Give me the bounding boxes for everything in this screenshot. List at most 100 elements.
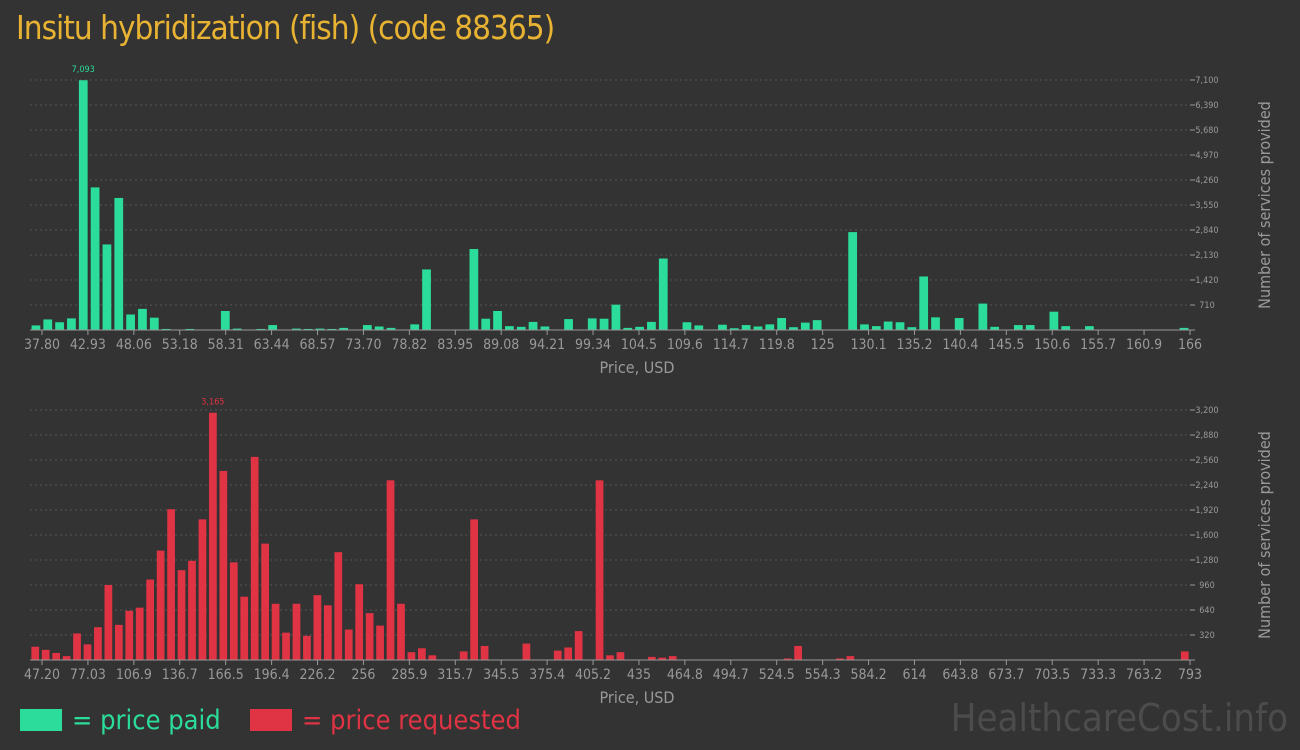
paid-bar <box>931 317 940 330</box>
paid-xtick-label: 63.44 <box>254 337 290 353</box>
requested-xtick-label: 375.4 <box>529 667 565 683</box>
paid-bar <box>789 327 798 330</box>
requested-bar <box>261 543 270 660</box>
paid-bar <box>895 322 905 330</box>
paid-bar <box>812 320 822 330</box>
paid-bar <box>422 269 431 330</box>
requested-bar <box>313 595 322 660</box>
paid-bar <box>635 326 644 330</box>
paid-xtick-label: 89.08 <box>483 337 519 353</box>
paid-bar <box>374 326 384 330</box>
paid-bar <box>161 328 171 330</box>
paid-xtick-label: 160.9 <box>1126 337 1162 353</box>
paid-bar <box>31 325 41 330</box>
requested-xtick-label: 196.4 <box>254 667 290 683</box>
requested-ytick-label: 320 <box>1199 631 1214 641</box>
requested-bar <box>125 610 134 660</box>
requested-xtick-label: 315.7 <box>437 667 473 683</box>
paid-bar <box>658 258 668 330</box>
paid-ytick-label: 7,100 <box>1195 76 1218 86</box>
requested-bar <box>52 652 60 660</box>
requested-bar <box>344 629 353 660</box>
paid-xtick-label: 119.8 <box>759 337 795 353</box>
requested-bar <box>783 658 792 660</box>
paid-bar <box>516 326 526 330</box>
paid-bar <box>185 328 195 330</box>
paid-bar <box>232 328 242 330</box>
paid-ytick-label: 710 <box>1199 301 1214 311</box>
paid-bar <box>919 276 929 330</box>
requested-bar <box>595 480 604 660</box>
paid-bar <box>694 325 704 330</box>
requested-bar <box>146 579 155 660</box>
requested-bar <box>407 652 416 660</box>
paid-xtick-label: 150.6 <box>1034 337 1070 353</box>
paid-bar <box>611 304 621 330</box>
paid-xtick-label: 94.21 <box>529 337 565 353</box>
paid-bar <box>978 303 988 330</box>
watermark: HealthcareCost.info <box>950 696 1288 740</box>
requested-bar <box>104 585 113 660</box>
paid-bar <box>256 328 266 330</box>
requested-bar <box>668 656 677 660</box>
paid-ytick-label: 2,840 <box>1195 226 1218 236</box>
paid-bar <box>954 318 964 330</box>
paid-xtick-label: 68.57 <box>299 337 335 353</box>
requested-xtick-label: 405.2 <box>575 667 611 683</box>
paid-bar <box>386 327 396 330</box>
requested-bar <box>83 644 92 660</box>
paid-bar <box>623 327 633 330</box>
paid-bar <box>647 321 656 330</box>
requested-xtick-label: 345.5 <box>483 667 519 683</box>
paid-xtick-label: 125 <box>811 337 835 353</box>
requested-bar <box>94 627 102 660</box>
paid-xtick-label: 78.82 <box>391 337 427 353</box>
paid-xtick-label: 109.6 <box>667 337 703 353</box>
requested-ytick-label: 1,920 <box>1195 506 1218 516</box>
paid-bar <box>883 321 893 330</box>
paid-ytick-label: 5,680 <box>1195 126 1218 136</box>
requested-bar <box>31 646 40 660</box>
paid-bar <box>102 244 112 330</box>
paid-bar <box>362 325 372 330</box>
requested-bar <box>428 655 437 660</box>
paid-bar <box>303 328 313 330</box>
requested-xtick-label: 703.5 <box>1034 667 1070 683</box>
requested-bar <box>386 480 395 660</box>
paid-bar <box>126 314 135 330</box>
paid-xtick-label: 140.4 <box>942 337 978 353</box>
paid-ytick-label: 6,390 <box>1195 101 1218 111</box>
requested-bar <box>156 550 165 660</box>
requested-bar <box>616 652 625 660</box>
price-paid-chart: 710 1,420 2,130 2,840 3,550 4,260 4,970 5,680 6,… <box>24 65 1274 377</box>
requested-xtick-label: 136.7 <box>162 667 198 683</box>
requested-bar <box>209 412 217 660</box>
paid-bar <box>765 324 775 330</box>
requested-bar <box>574 631 583 660</box>
paid-bar <box>149 317 159 330</box>
paid-bar <box>800 322 810 330</box>
requested-bar <box>41 649 50 660</box>
paid-bar <box>587 318 597 330</box>
requested-xtick-label: 614 <box>902 667 926 683</box>
paid-bar <box>990 326 1000 330</box>
requested-bar <box>606 655 614 660</box>
paid-bar <box>327 328 337 330</box>
requested-xtick-label: 524.5 <box>759 667 795 683</box>
paid-bar <box>505 326 514 330</box>
requested-ytick-label: 3,200 <box>1195 406 1218 416</box>
requested-bar <box>522 643 531 660</box>
requested-bar <box>553 650 562 660</box>
paid-xtick-label: 145.5 <box>988 337 1024 353</box>
paid-x-axis-title: Price, USD <box>600 358 675 377</box>
requested-xtick-label: 763.2 <box>1126 667 1162 683</box>
requested-bar <box>292 603 301 660</box>
paid-peak-label: 7,093 <box>72 65 95 75</box>
paid-bar <box>55 322 64 330</box>
legend-requested-label: = price requested <box>302 704 521 736</box>
requested-peak-label: 3,165 <box>201 398 224 408</box>
paid-bar <box>78 80 88 330</box>
requested-xtick-label: 106.9 <box>116 667 152 683</box>
legend-paid-swatch <box>20 709 62 731</box>
requested-bar <box>167 509 175 660</box>
